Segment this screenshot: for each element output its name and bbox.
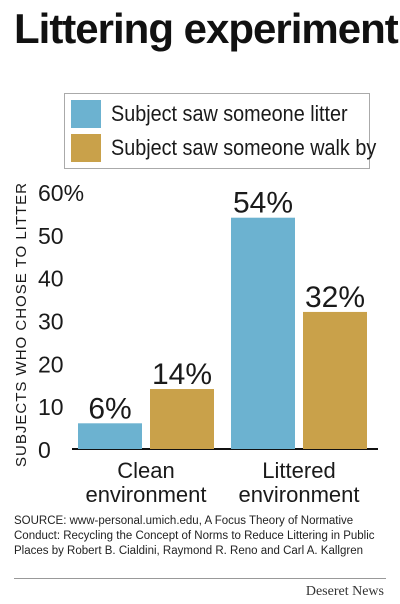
- chart-title: Littering experiment: [14, 5, 399, 52]
- chart-title-text: Littering experiment: [14, 5, 399, 52]
- source-note: SOURCE: www-personal.umich.edu, A Focus …: [14, 515, 375, 557]
- y-tick-label-10: 10: [38, 394, 64, 420]
- x-category-label-line: environment: [238, 482, 359, 507]
- x-category-label-line: Littered: [262, 458, 335, 483]
- y-tick-label-40: 40: [38, 266, 64, 292]
- legend-label-saw-walk-by: Subject saw someone walk by: [111, 135, 377, 160]
- data-label-subject-saw-someone-litter-clean-environment: 6%: [88, 392, 131, 425]
- data-label-subject-saw-someone-litter-littered-environment: 54%: [233, 187, 293, 220]
- y-tick-label-50: 50: [38, 223, 64, 249]
- x-category-label-clean-environment: Clean environment: [85, 458, 206, 507]
- legend-label-saw-litter: Subject saw someone litter: [111, 101, 348, 126]
- y-tick-label-20: 20: [38, 351, 64, 377]
- legend-item-saw-litter: Subject saw someone litter: [71, 99, 374, 129]
- bar-subject-saw-someone-litter-littered-environment: [231, 217, 295, 449]
- bar-chart: SUBJECTS WHO CHOSE TO LITTER 0 10 20 30 40 50 6…: [13, 180, 378, 507]
- data-label-subject-saw-someone-walk-by-clean-environment: 14%: [152, 358, 212, 391]
- y-axis-label: SUBJECTS WHO CHOSE TO LITTER: [13, 182, 30, 467]
- y-tick-label-30: 30: [38, 309, 64, 335]
- y-tick-label-0: 0: [38, 437, 51, 463]
- legend-swatch-saw-litter: [71, 100, 101, 128]
- x-category-label-littered-environment: Littered environment: [238, 458, 359, 507]
- bar-subject-saw-someone-walk-by-clean-environment: [150, 389, 214, 449]
- legend-item-saw-walk-by: Subject saw someone walk by: [71, 133, 400, 163]
- legend-swatch-saw-walk-by: [71, 134, 101, 162]
- bar-subject-saw-someone-litter-clean-environment: [78, 423, 142, 449]
- publisher-logo: Deseret News: [305, 584, 384, 599]
- footer-divider: [14, 578, 386, 579]
- data-label-subject-saw-someone-walk-by-littered-environment: 32%: [305, 281, 365, 314]
- legend: Subject saw someone litter Subject saw s…: [64, 93, 376, 169]
- x-category-label-line: environment: [85, 482, 206, 507]
- y-tick-label-60: 60%: [38, 180, 84, 206]
- x-category-label-line: Clean: [117, 458, 174, 483]
- bar-subject-saw-someone-walk-by-littered-environment: [303, 311, 367, 449]
